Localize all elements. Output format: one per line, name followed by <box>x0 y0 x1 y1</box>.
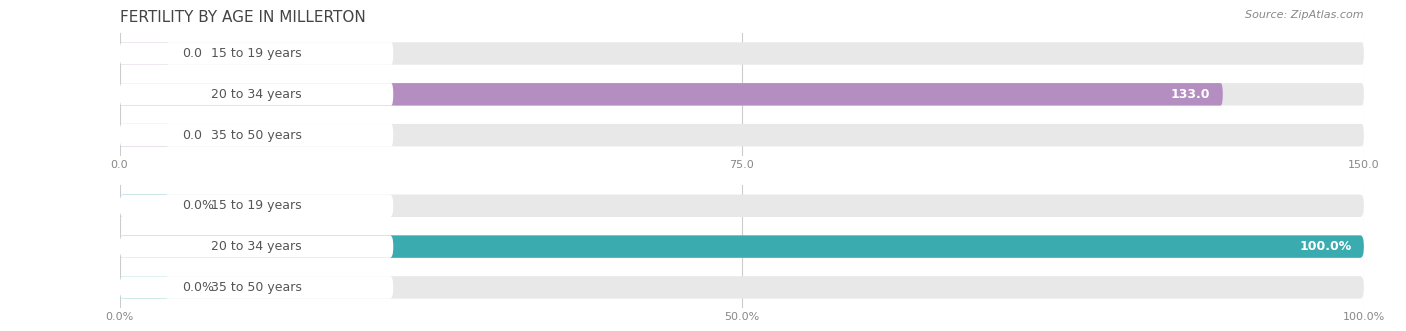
FancyBboxPatch shape <box>120 42 169 65</box>
FancyBboxPatch shape <box>120 195 1364 217</box>
FancyBboxPatch shape <box>120 124 1364 146</box>
Text: 100.0%: 100.0% <box>1299 240 1351 253</box>
FancyBboxPatch shape <box>120 235 1364 258</box>
FancyBboxPatch shape <box>120 83 1364 106</box>
Text: 0.0: 0.0 <box>181 47 201 60</box>
FancyBboxPatch shape <box>120 276 394 299</box>
FancyBboxPatch shape <box>120 235 1364 258</box>
Text: 35 to 50 years: 35 to 50 years <box>211 281 302 294</box>
FancyBboxPatch shape <box>120 195 394 217</box>
FancyBboxPatch shape <box>120 83 1223 106</box>
Text: 20 to 34 years: 20 to 34 years <box>211 240 302 253</box>
Text: 0.0: 0.0 <box>181 129 201 142</box>
Text: 35 to 50 years: 35 to 50 years <box>211 129 302 142</box>
FancyBboxPatch shape <box>120 42 394 65</box>
FancyBboxPatch shape <box>120 276 1364 299</box>
Text: 0.0%: 0.0% <box>181 199 214 212</box>
Text: FERTILITY BY AGE IN MILLERTON: FERTILITY BY AGE IN MILLERTON <box>120 10 366 25</box>
FancyBboxPatch shape <box>120 124 394 146</box>
Text: 20 to 34 years: 20 to 34 years <box>211 88 302 101</box>
FancyBboxPatch shape <box>120 276 169 299</box>
Text: 0.0%: 0.0% <box>181 281 214 294</box>
FancyBboxPatch shape <box>120 235 394 258</box>
FancyBboxPatch shape <box>120 83 394 106</box>
FancyBboxPatch shape <box>120 195 169 217</box>
Text: 133.0: 133.0 <box>1171 88 1211 101</box>
Text: 15 to 19 years: 15 to 19 years <box>211 47 302 60</box>
FancyBboxPatch shape <box>120 124 169 146</box>
Text: Source: ZipAtlas.com: Source: ZipAtlas.com <box>1246 10 1364 20</box>
Text: 15 to 19 years: 15 to 19 years <box>211 199 302 212</box>
FancyBboxPatch shape <box>120 42 1364 65</box>
